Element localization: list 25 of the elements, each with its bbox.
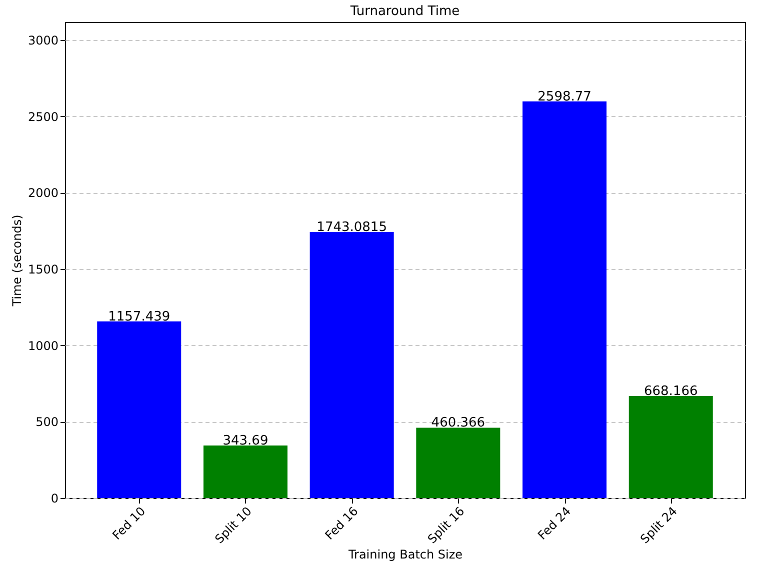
data-label: 1157.439: [108, 309, 170, 324]
bar: [310, 232, 394, 498]
bar: [416, 428, 500, 498]
y-tick-label: 2500: [28, 110, 58, 124]
x-axis-title: Training Batch Size: [347, 548, 463, 562]
chart-title: Turnaround Time: [349, 4, 460, 19]
y-tick-label: 1500: [28, 262, 58, 277]
data-label: 2598.77: [538, 89, 592, 104]
y-tick-label: 3000: [28, 34, 58, 48]
x-tick-label: Fed 24: [535, 504, 574, 543]
data-label: 343.69: [222, 434, 268, 449]
bar: [628, 396, 713, 498]
bar: [97, 321, 182, 498]
y-tick-label: 0: [50, 492, 58, 506]
y-tick-label: 2000: [28, 186, 58, 200]
y-tick-label: 500: [36, 415, 58, 430]
x-tick-label: Fed 10: [110, 504, 148, 543]
y-tick-label: 1000: [28, 338, 58, 353]
x-tick-label: Fed 16: [322, 504, 361, 543]
data-label: 1743.0815: [316, 220, 387, 235]
bar: [522, 101, 607, 498]
bar: [203, 446, 288, 498]
y-axis-title: Time (seconds): [10, 214, 24, 308]
data-label: 668.166: [644, 384, 698, 400]
data-label: 460.366: [431, 416, 486, 431]
